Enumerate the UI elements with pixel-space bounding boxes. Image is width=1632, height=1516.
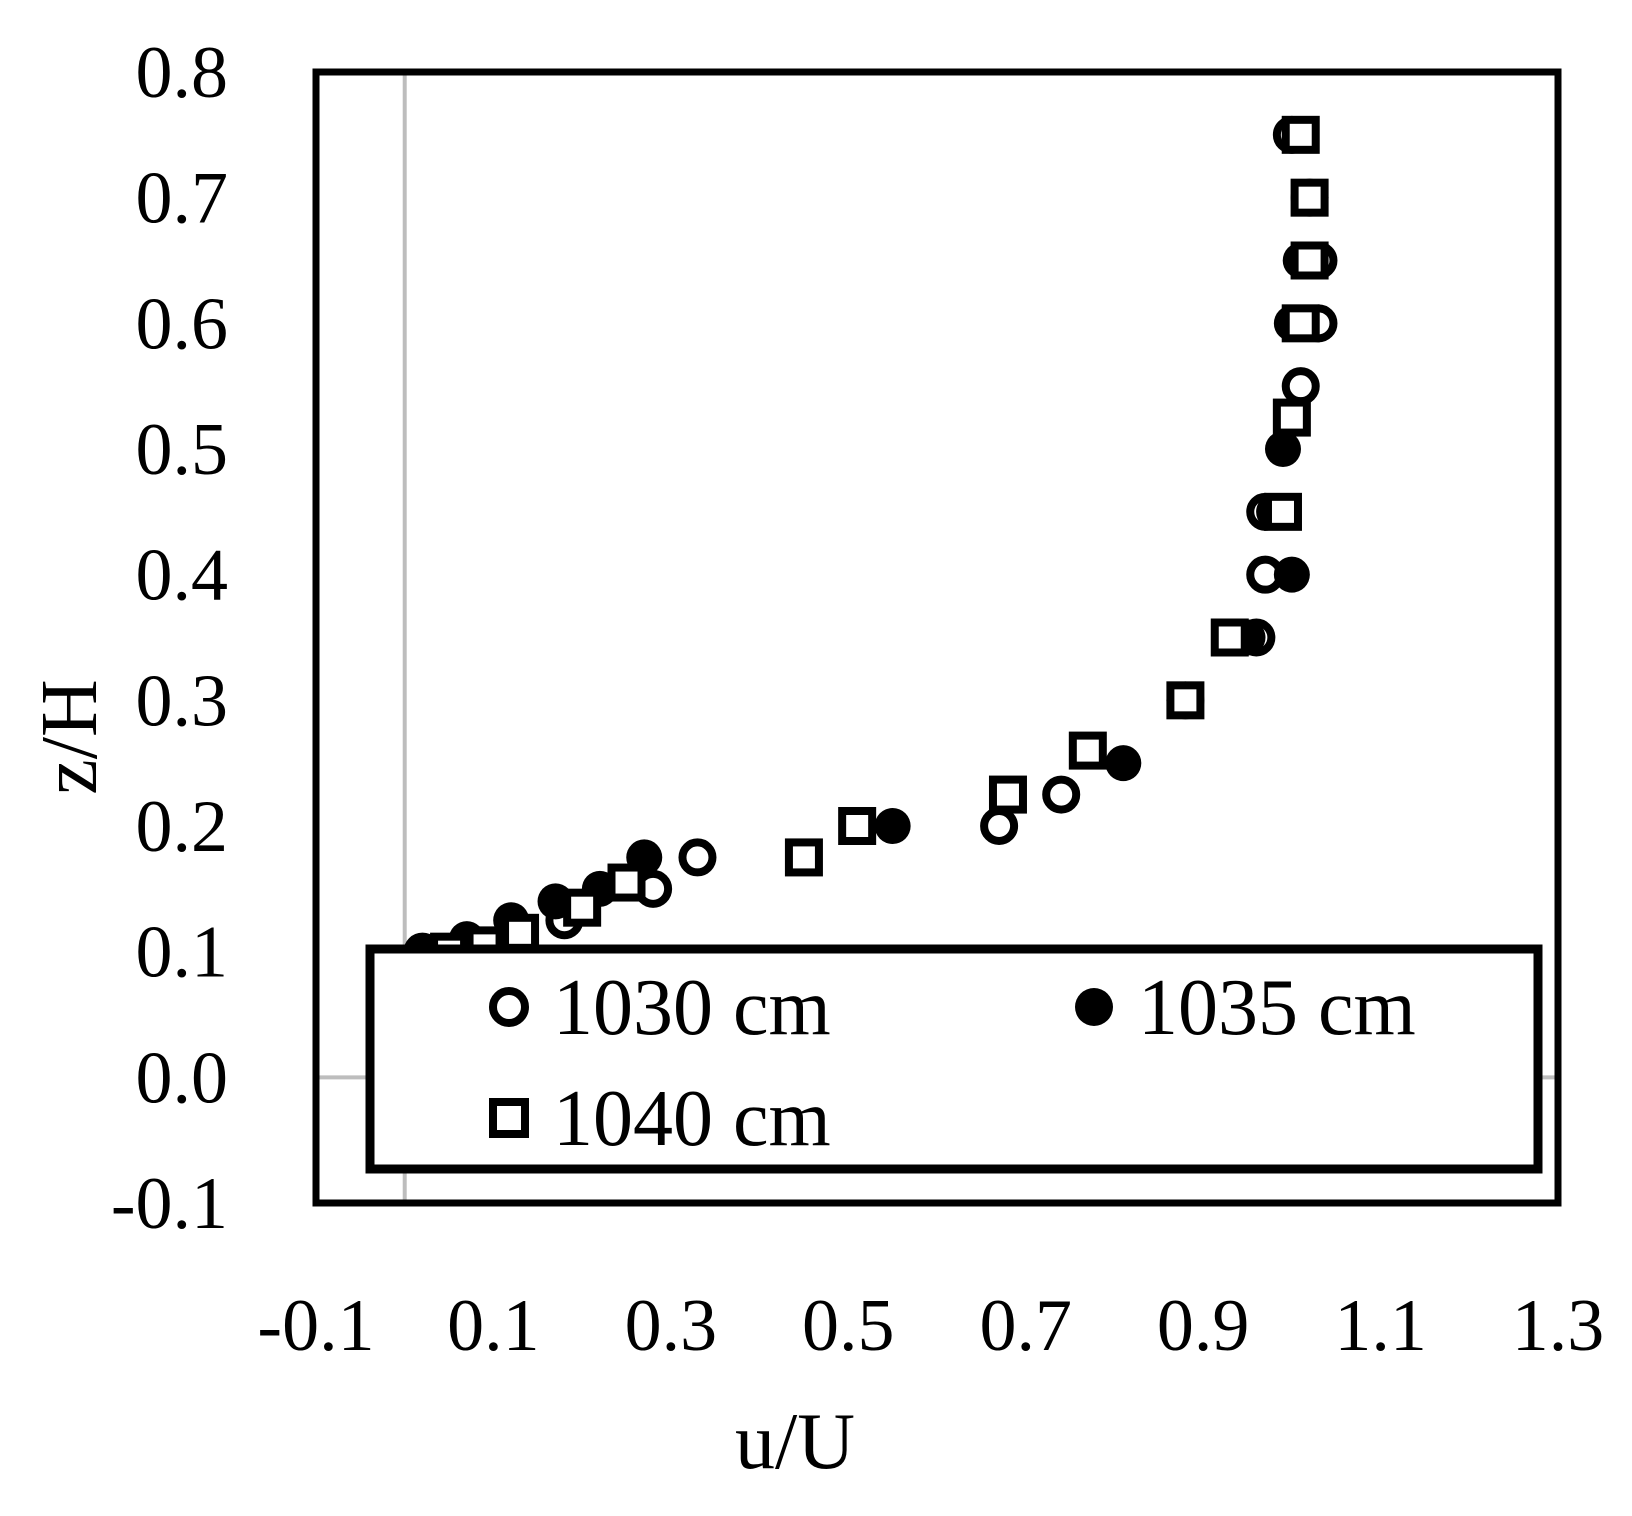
data-point: [1042, 775, 1081, 814]
x-tick-label: 0.5: [802, 1285, 895, 1367]
legend-marker: [1075, 988, 1113, 1026]
y-tick-label: 0.7: [136, 158, 229, 240]
data-point: [1290, 178, 1329, 217]
legend-marker: [489, 1098, 529, 1138]
y-tick-label: 0.2: [136, 786, 229, 868]
data-point: [1273, 556, 1310, 593]
data-point: [1272, 398, 1311, 437]
y-axis-title: z/H: [26, 679, 114, 795]
data-point: [1263, 492, 1302, 531]
y-tick-label: 0.0: [136, 1037, 229, 1119]
y-tick-label: 0.1: [136, 912, 229, 994]
data-points: [403, 115, 1338, 971]
data-point: [784, 838, 823, 877]
x-tick-label: 0.1: [447, 1285, 540, 1367]
data-point: [1210, 618, 1249, 657]
data-point: [501, 913, 540, 952]
data-point: [874, 808, 911, 844]
x-tick-label: 1.3: [1512, 1285, 1605, 1367]
plot-area-frame: [312, 68, 1562, 1207]
data-point: [1281, 367, 1320, 406]
data-point: [1281, 115, 1320, 154]
x-axis-title: u/U: [735, 1398, 855, 1486]
legend-items: 1030 cm 1035 cm 1040 cm: [489, 964, 1416, 1163]
data-point: [607, 863, 646, 902]
legend-marker: [489, 987, 529, 1027]
data-point: [1166, 681, 1205, 720]
data-point: [1281, 304, 1320, 343]
legend-label: 1035 cm: [1138, 964, 1416, 1052]
x-axis-ticks: -0.1 0.1 0.3 0.5 0.7 0.9 1.1 1.3: [257, 1285, 1604, 1367]
legend-label: 1040 cm: [553, 1075, 831, 1163]
y-tick-label: -0.1: [111, 1163, 228, 1245]
legend: 1030 cm 1035 cm 1040 cm: [365, 944, 1543, 1174]
series-3: [430, 115, 1329, 971]
y-tick-label: 0.5: [136, 409, 229, 491]
data-point: [1068, 731, 1107, 770]
y-tick-label: 0.6: [136, 283, 229, 365]
y-tick-label: 0.3: [136, 660, 229, 742]
data-point: [1290, 241, 1329, 280]
x-tick-label: 0.3: [625, 1285, 718, 1367]
data-point: [838, 807, 877, 845]
x-tick-label: 0.9: [1157, 1285, 1250, 1367]
data-point: [1264, 431, 1301, 467]
x-tick-label: -0.1: [257, 1285, 374, 1367]
data-point: [678, 838, 717, 877]
x-tick-label: 1.1: [1334, 1285, 1427, 1367]
data-point: [1105, 745, 1142, 782]
y-tick-label: 0.8: [136, 32, 229, 114]
data-point: [980, 807, 1019, 845]
legend-label: 1030 cm: [553, 964, 831, 1052]
y-axis-ticks: 0.8 0.7 0.6 0.5 0.4 0.3 0.2 0.1 0.0 -0.1: [111, 32, 228, 1245]
legend-box: [365, 944, 1543, 1174]
y-tick-label: 0.4: [136, 535, 229, 617]
data-point: [563, 888, 602, 927]
data-point: [988, 775, 1027, 814]
x-tick-label: 0.7: [979, 1285, 1072, 1367]
